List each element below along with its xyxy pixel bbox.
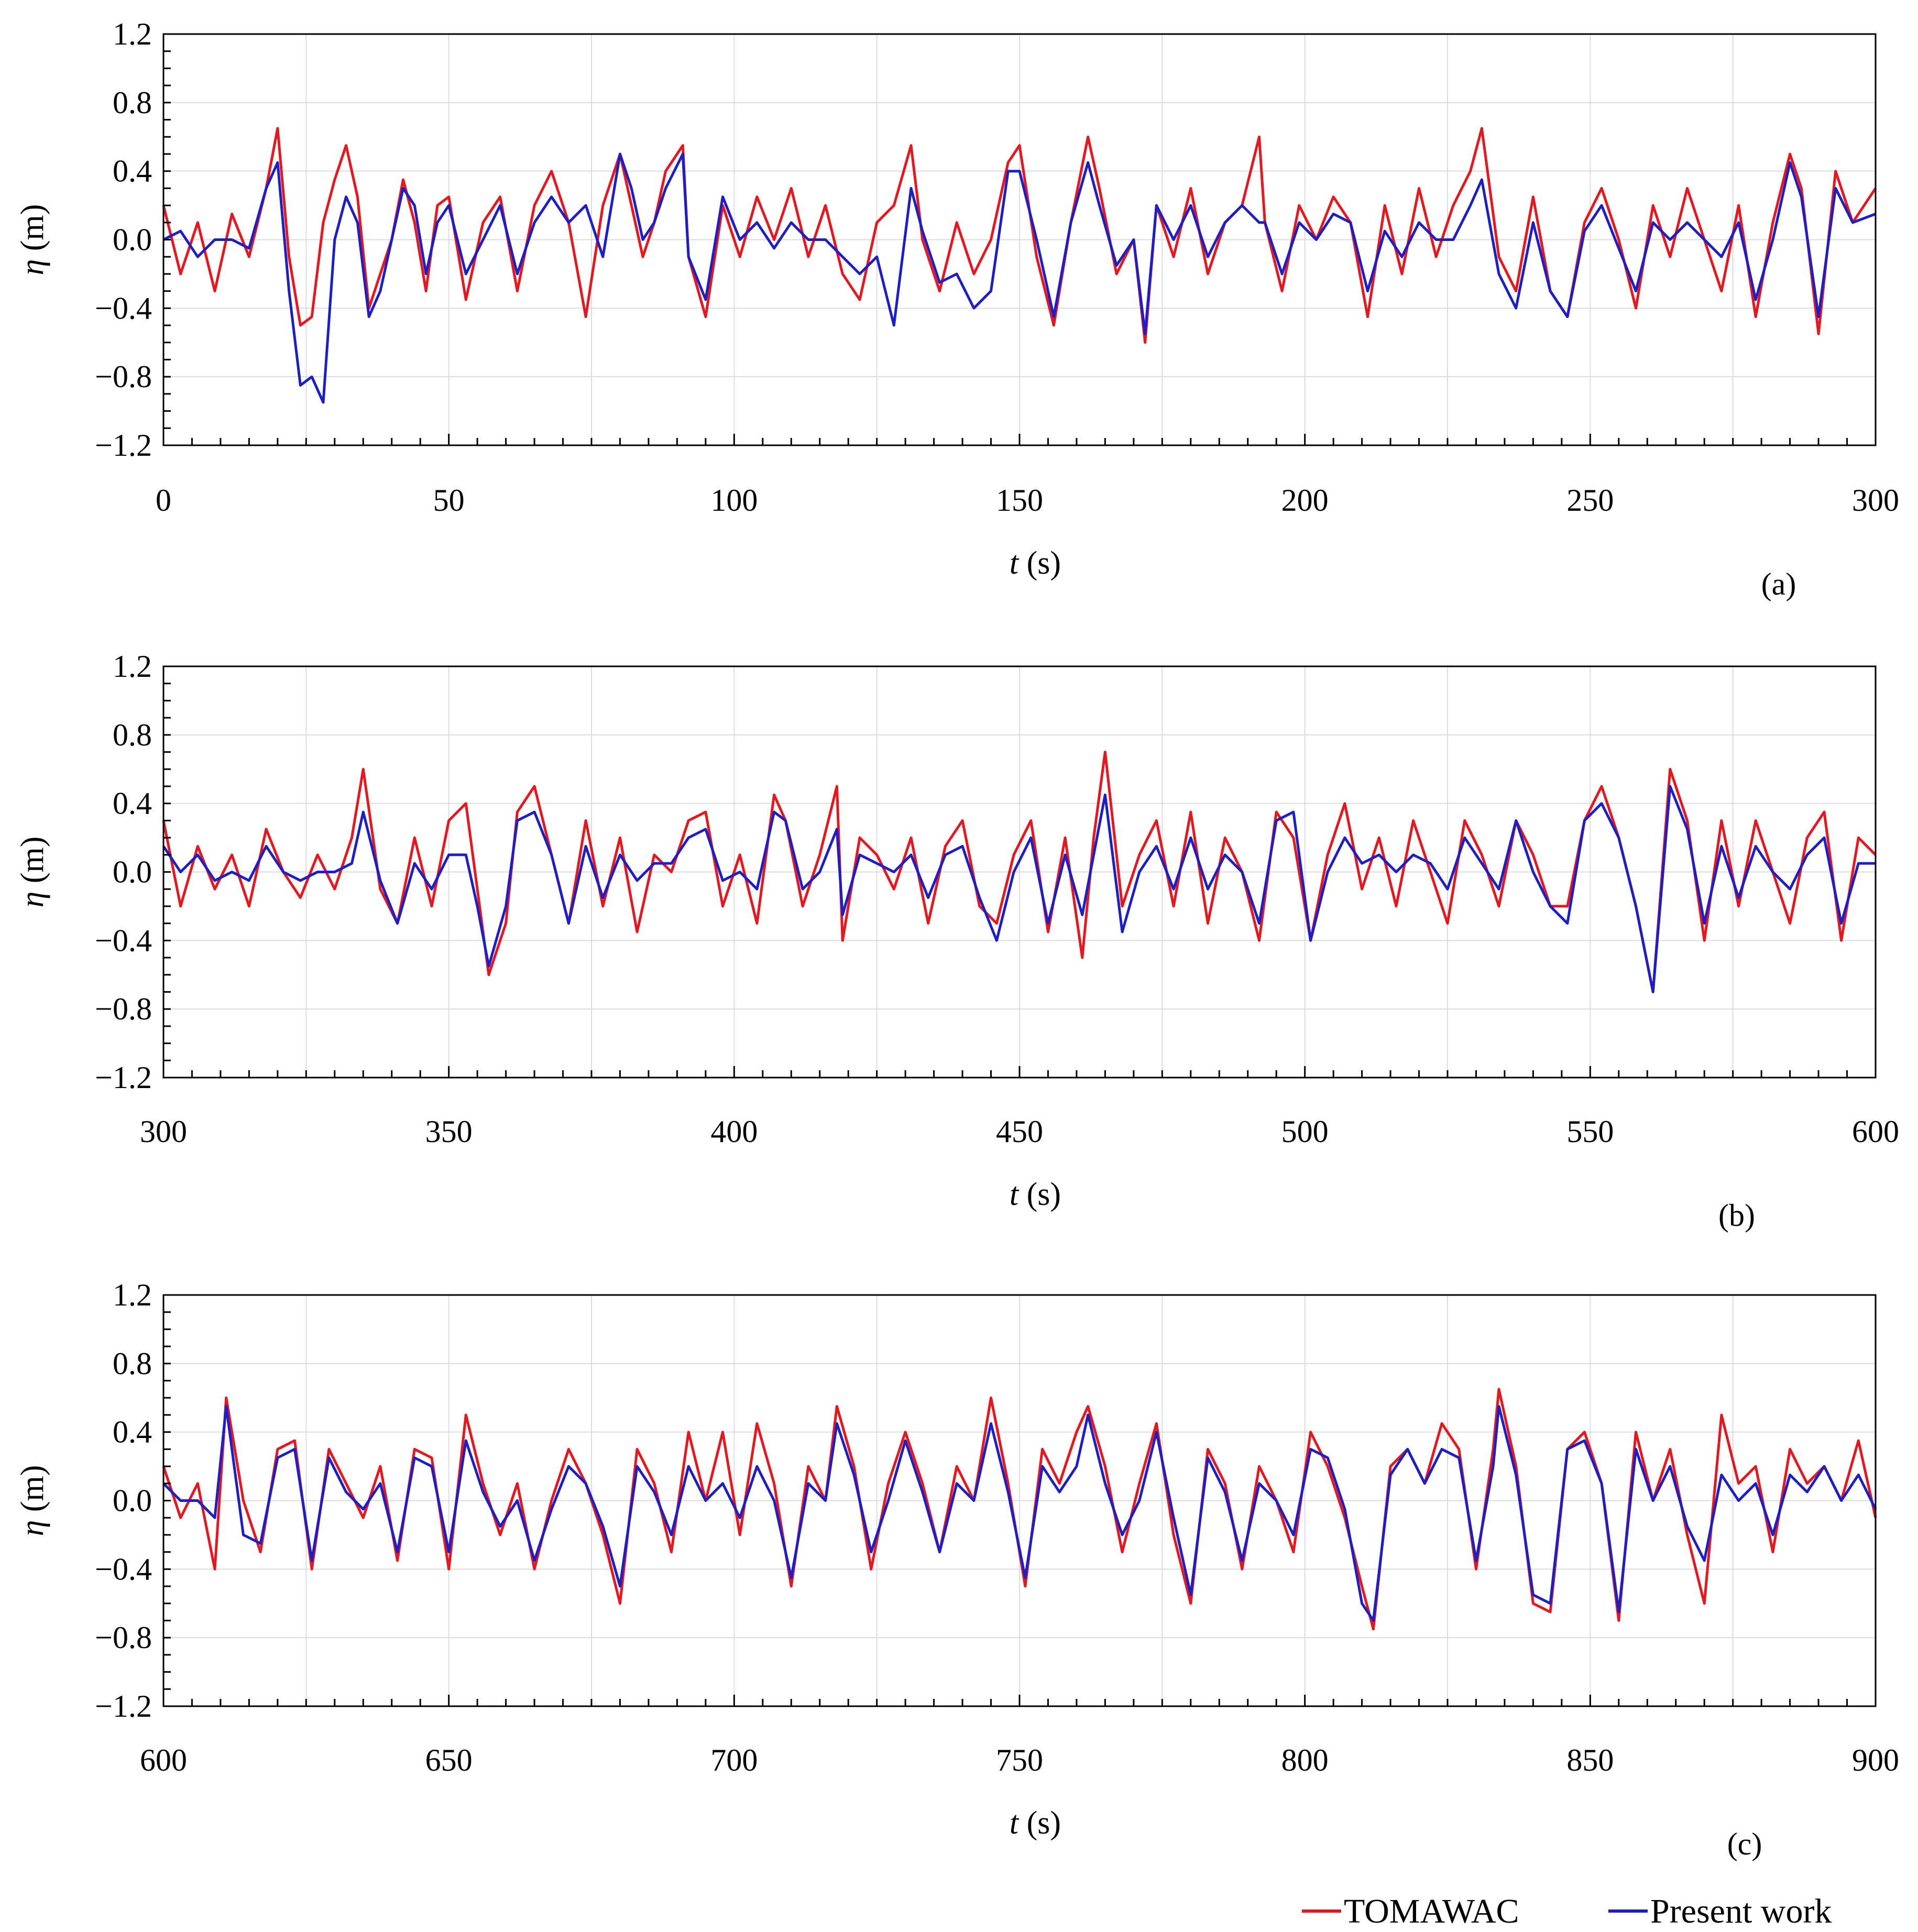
x-tick-label: 650 [425,1743,473,1777]
x-tick-label: 850 [1566,1743,1614,1777]
y-tick-label: −0.8 [95,1620,152,1655]
legend-label-present-work: Present work [1650,1892,1832,1930]
y-tick-label: 1.2 [113,649,152,684]
y-tick-label: 1.2 [113,1278,152,1312]
x-tick-label: 200 [1281,483,1329,518]
y-tick-label: −0.8 [95,359,152,394]
x-tick-label: 550 [1566,1114,1614,1149]
x-tick-label: 0 [156,483,171,518]
x-tick-label: 350 [425,1114,473,1149]
y-tick-label: 0.4 [113,154,152,189]
x-tick-label: 600 [1852,1114,1899,1149]
series-line-present-work [162,785,1876,993]
y-tick-label: −0.4 [95,1552,152,1586]
x-tick-label: 300 [140,1114,187,1149]
y-axis-label: η (m) [15,204,50,276]
y-tick-label: 0.4 [113,1415,152,1450]
y-axis-label: η (m) [15,837,50,908]
x-tick-label: 500 [1281,1114,1329,1149]
chart-panels: 0 50 100 150 200 250 300 1.2 0.8 0.4 0.0 −0.4 −0.8 −1… [15,17,1899,1861]
y-tick-label: 0.0 [113,223,152,257]
x-tick-label: 600 [140,1743,187,1777]
chart-panel-3: 600 650 700 750 800 850 900 1.2 0.8 0.4 0.0 −0.4 −0.… [15,1278,1899,1861]
x-tick-label: 250 [1566,483,1614,518]
x-tick-label: 150 [996,483,1043,518]
x-axis-label: t (s) [1010,545,1061,581]
y-tick-label: 0.0 [113,855,152,890]
x-axis-label: t (s) [1010,1805,1061,1841]
y-tick-label: 0.0 [113,1484,152,1518]
y-tick-label: 0.8 [113,1346,152,1381]
y-tick-label: 0.8 [113,85,152,120]
series-line-present-work [162,1405,1877,1622]
chart-panel-1: 0 50 100 150 200 250 300 1.2 0.8 0.4 0.0 −0.4 −0.8 −1… [15,17,1899,601]
legend-label-tomawac: TOMAWAC [1344,1892,1519,1930]
y-axis-label: η (m) [15,1465,50,1536]
x-axis-label: t (s) [1010,1177,1061,1212]
y-tick-label: −0.4 [95,923,152,958]
panel-tag: (b) [1718,1198,1755,1233]
y-tick-label: −1.2 [95,428,152,463]
x-tick-label: 800 [1281,1743,1329,1777]
panel-tag: (c) [1727,1827,1762,1861]
y-tick-label: 1.2 [113,17,152,51]
y-tick-label: 0.4 [113,786,152,821]
x-tick-label: 300 [1852,483,1899,518]
legend: TOMAWAC Present work [1302,1892,1832,1930]
x-tick-label: 750 [996,1743,1043,1777]
series-line-tomawac [162,1388,1877,1631]
x-tick-label: 400 [710,1114,758,1149]
x-tick-label: 100 [710,483,758,518]
panel-tag: (a) [1761,567,1796,601]
y-tick-label: 0.8 [113,718,152,752]
y-tick-label: −0.8 [95,992,152,1026]
y-tick-label: −1.2 [95,1060,152,1095]
y-tick-label: −0.4 [95,291,152,325]
x-tick-label: 50 [433,483,465,518]
x-tick-label: 900 [1852,1743,1899,1777]
x-tick-label: 700 [710,1743,758,1777]
x-tick-label: 450 [996,1114,1043,1149]
series-line-present-work [162,152,1876,404]
y-tick-label: −1.2 [95,1689,152,1724]
chart-panel-2: 300 350 400 450 500 550 600 1.2 0.8 0.4 0.0 −0.4 −0.… [15,649,1899,1233]
